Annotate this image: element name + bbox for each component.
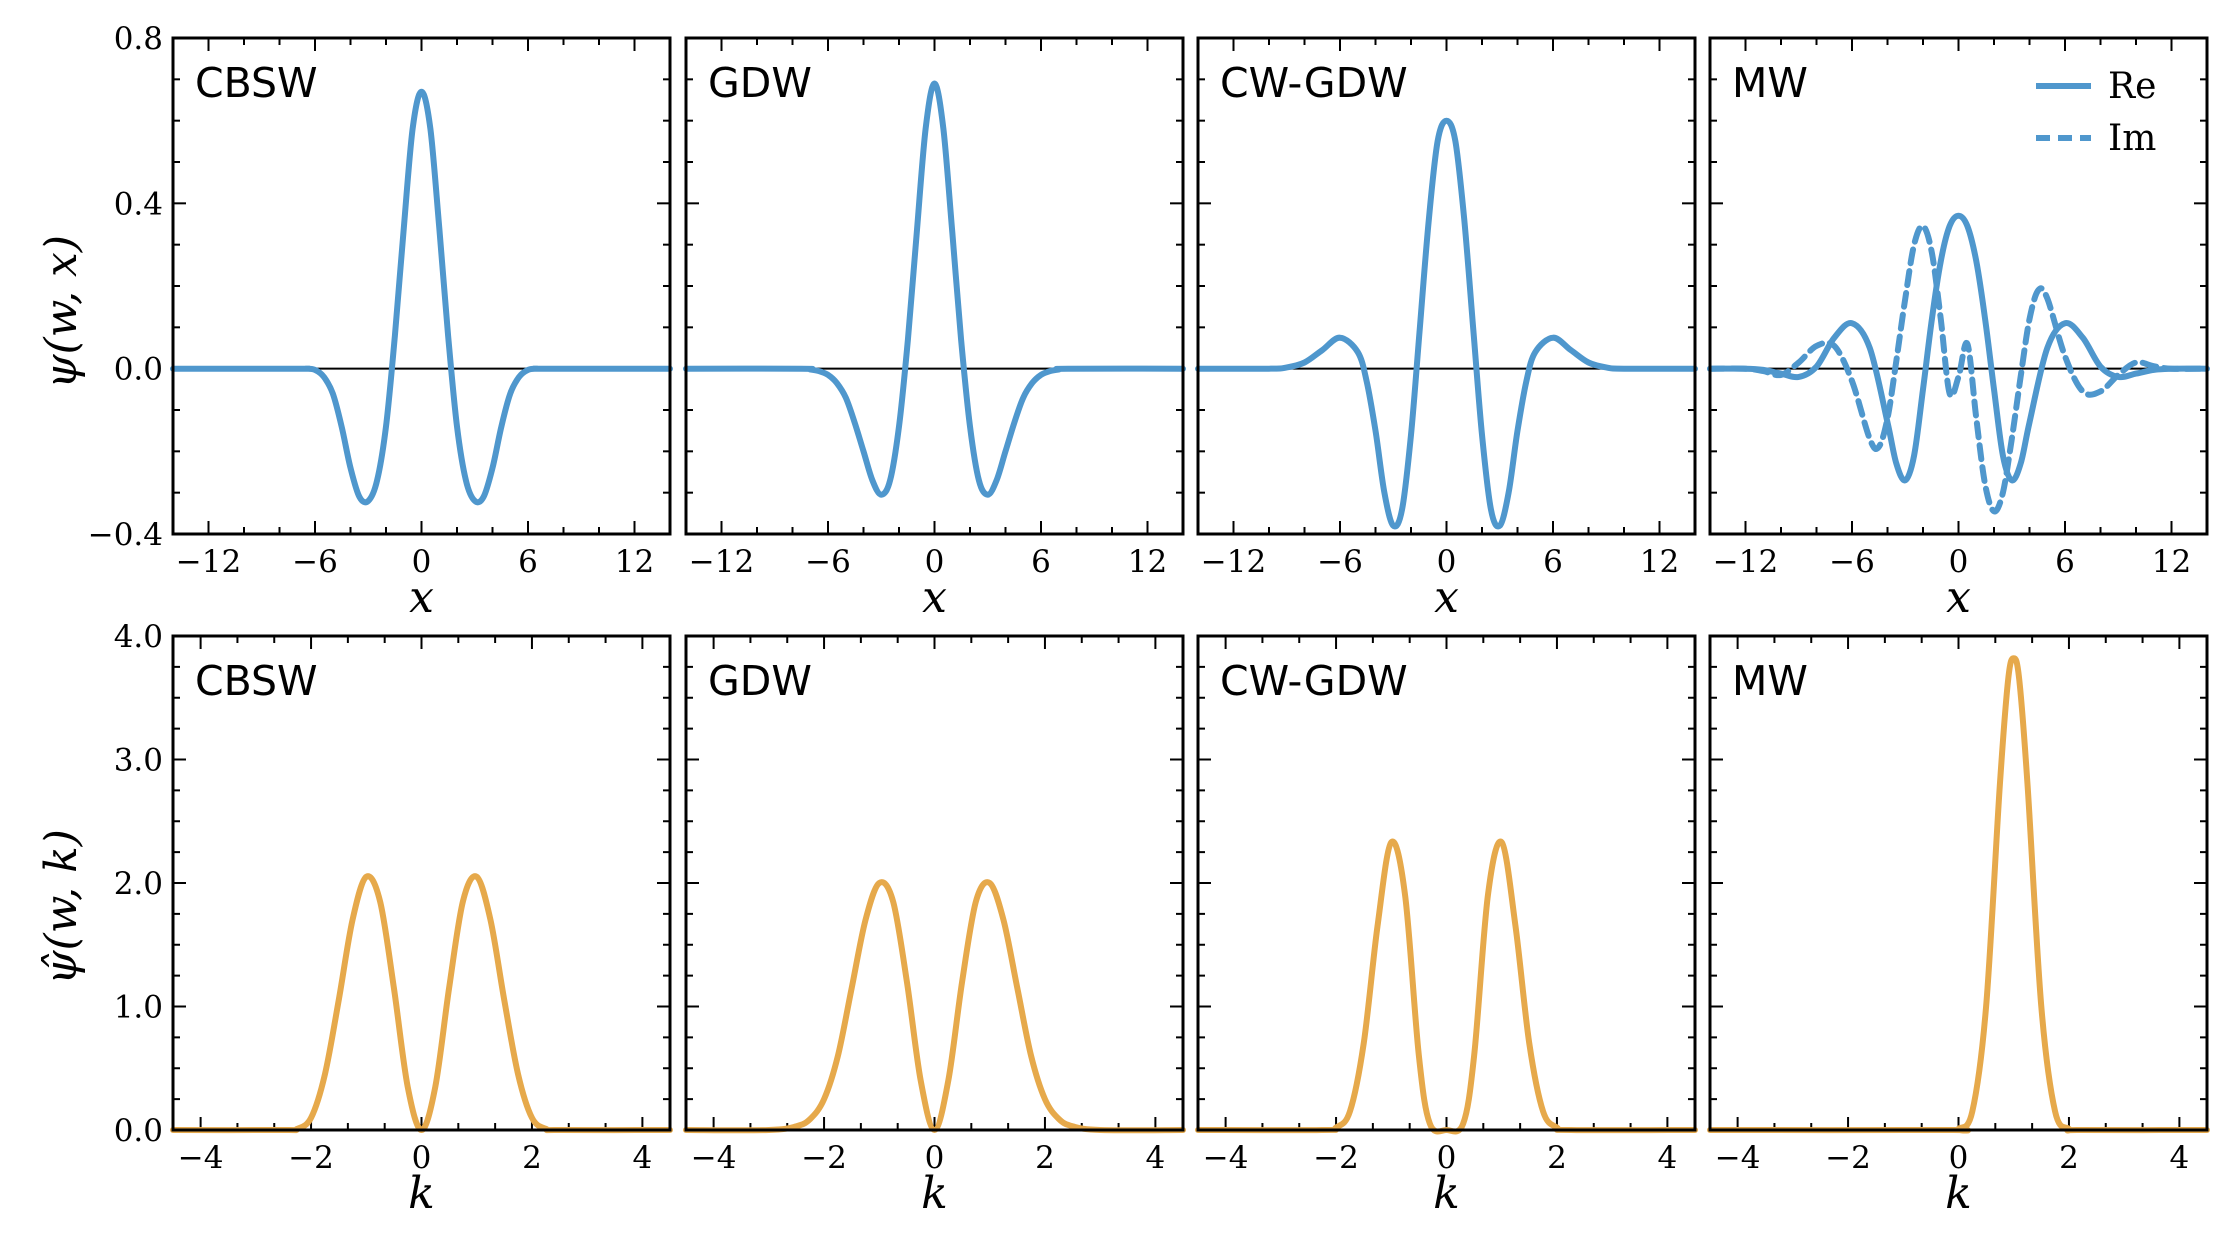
x-tick-label: 4 xyxy=(1146,1140,1166,1176)
legend-label-re: Re xyxy=(2108,66,2156,107)
x-tick-label: 0 xyxy=(1949,1140,1969,1176)
y-tick-label: 3.0 xyxy=(114,743,163,779)
series-line-1 xyxy=(170,88,673,506)
axes-frame xyxy=(1708,634,2209,1132)
series-line-im xyxy=(1707,223,2210,515)
x-tick-label: −12 xyxy=(689,544,754,580)
row1-ylabel: ψ(w, x) xyxy=(36,235,87,389)
panel-3: −12 −6 0 6 12 CW-GDW x xyxy=(1195,36,1698,623)
x-tick-label: 0 xyxy=(925,544,945,580)
x-tick-label: 0 xyxy=(1437,1140,1457,1176)
y-tick-label: 0.4 xyxy=(114,186,163,222)
x-tick-label: 0 xyxy=(412,544,432,580)
x-tick-label: −6 xyxy=(805,544,851,580)
panel-title: GDW xyxy=(708,657,812,705)
x-tick-label: −4 xyxy=(178,1140,224,1176)
x-axis-label: x xyxy=(1434,572,1459,623)
series-line-1 xyxy=(170,873,673,1134)
series-line-1 xyxy=(1195,117,1698,530)
x-tick-label: 12 xyxy=(1640,544,1679,580)
panel-7: −4 −2 0 2 4 CW-GDW k xyxy=(1195,634,1698,1219)
x-tick-label: 2 xyxy=(1035,1140,1055,1176)
x-axis-label: k xyxy=(1945,1168,1972,1219)
x-tick-label: −12 xyxy=(1713,544,1778,580)
y-tick-label: 4.0 xyxy=(114,619,163,655)
x-tick-label: 12 xyxy=(615,544,654,580)
y-tick-label: 0.0 xyxy=(114,352,163,388)
panel-title: MW xyxy=(1732,657,1808,705)
axes-frame xyxy=(171,36,672,536)
panel-1: −12 −6 0 6 12 −0.4 0.0 0.4 0.8 CBSW x xyxy=(88,21,673,623)
x-axis-label: k xyxy=(1433,1168,1460,1219)
series-line-re xyxy=(1707,212,2210,484)
x-tick-label: 0 xyxy=(925,1140,945,1176)
x-tick-label: 6 xyxy=(518,544,538,580)
y-tick-label: 0.8 xyxy=(114,21,163,57)
x-tick-label: −6 xyxy=(1829,544,1875,580)
panel-title: CBSW xyxy=(195,59,318,107)
series-line-1 xyxy=(1707,655,2210,1134)
y-tick-label: 0.0 xyxy=(114,1113,163,1149)
x-axis-label: k xyxy=(921,1168,948,1219)
panel-title: GDW xyxy=(708,59,812,107)
panels: −12 −6 0 6 12 −0.4 0.0 0.4 0.8 CBSW x −12 −6 0 6 12 GDW x… xyxy=(88,21,2210,1219)
x-tick-label: 6 xyxy=(1031,544,1051,580)
axes-frame xyxy=(684,36,1185,536)
axes-frame xyxy=(1708,36,2209,536)
x-tick-label: −2 xyxy=(1313,1140,1359,1176)
x-tick-label: 12 xyxy=(2152,544,2191,580)
panel-6: −4 −2 0 2 4 GDW k xyxy=(683,634,1186,1219)
x-tick-label: −4 xyxy=(691,1140,737,1176)
panel-8: −4 −2 0 2 4 MW k xyxy=(1707,634,2210,1219)
x-tick-label: −2 xyxy=(801,1140,847,1176)
panel-title: CW-GDW xyxy=(1220,59,1408,107)
x-tick-label: 0 xyxy=(412,1140,432,1176)
x-tick-label: 0 xyxy=(1437,544,1457,580)
panel-title: CBSW xyxy=(195,657,318,705)
axes-frame xyxy=(171,634,672,1132)
x-tick-label: −4 xyxy=(1715,1140,1761,1176)
panel-title: CW-GDW xyxy=(1220,657,1408,705)
x-axis-label: x xyxy=(409,572,434,623)
row2-ylabel: ψ̂(w, k) xyxy=(36,829,87,985)
x-tick-label: −2 xyxy=(288,1140,334,1176)
x-tick-label: 12 xyxy=(1128,544,1167,580)
x-tick-label: 2 xyxy=(522,1140,542,1176)
series-line-1 xyxy=(683,80,1186,498)
axes-frame xyxy=(1196,36,1697,536)
panel-4: −12 −6 0 6 12 MW x Re Im xyxy=(1707,36,2210,623)
x-tick-label: 2 xyxy=(1547,1140,1567,1176)
x-tick-label: −6 xyxy=(1317,544,1363,580)
x-tick-label: −6 xyxy=(292,544,338,580)
x-tick-label: 0 xyxy=(1949,544,1969,580)
y-tick-label: 2.0 xyxy=(114,866,163,902)
x-tick-label: 6 xyxy=(2055,544,2075,580)
x-tick-label: 4 xyxy=(1658,1140,1678,1176)
y-tick-label: 1.0 xyxy=(114,990,163,1026)
x-tick-label: −4 xyxy=(1203,1140,1249,1176)
panel-5: −4 −2 0 2 4 0.0 1.0 2.0 3.0 4.0 CBSW k xyxy=(114,619,673,1219)
axes-frame xyxy=(1196,634,1697,1132)
y-tick-label: −0.4 xyxy=(88,517,163,553)
x-tick-label: 4 xyxy=(2170,1140,2190,1176)
legend-label-im: Im xyxy=(2108,118,2156,159)
x-axis-label: k xyxy=(408,1168,435,1219)
x-tick-label: 2 xyxy=(2059,1140,2079,1176)
panel-2: −12 −6 0 6 12 GDW x xyxy=(683,36,1186,623)
x-tick-label: −2 xyxy=(1825,1140,1871,1176)
x-tick-label: −12 xyxy=(1201,544,1266,580)
x-axis-label: x xyxy=(1946,572,1971,623)
panel-title: MW xyxy=(1732,59,1808,107)
series-line-1 xyxy=(683,879,1186,1134)
axes-frame xyxy=(684,634,1185,1132)
x-axis-label: x xyxy=(922,572,947,623)
series-line-1 xyxy=(1195,838,1698,1135)
x-tick-label: −12 xyxy=(176,544,241,580)
x-tick-label: 4 xyxy=(633,1140,653,1176)
x-tick-label: 6 xyxy=(1543,544,1563,580)
